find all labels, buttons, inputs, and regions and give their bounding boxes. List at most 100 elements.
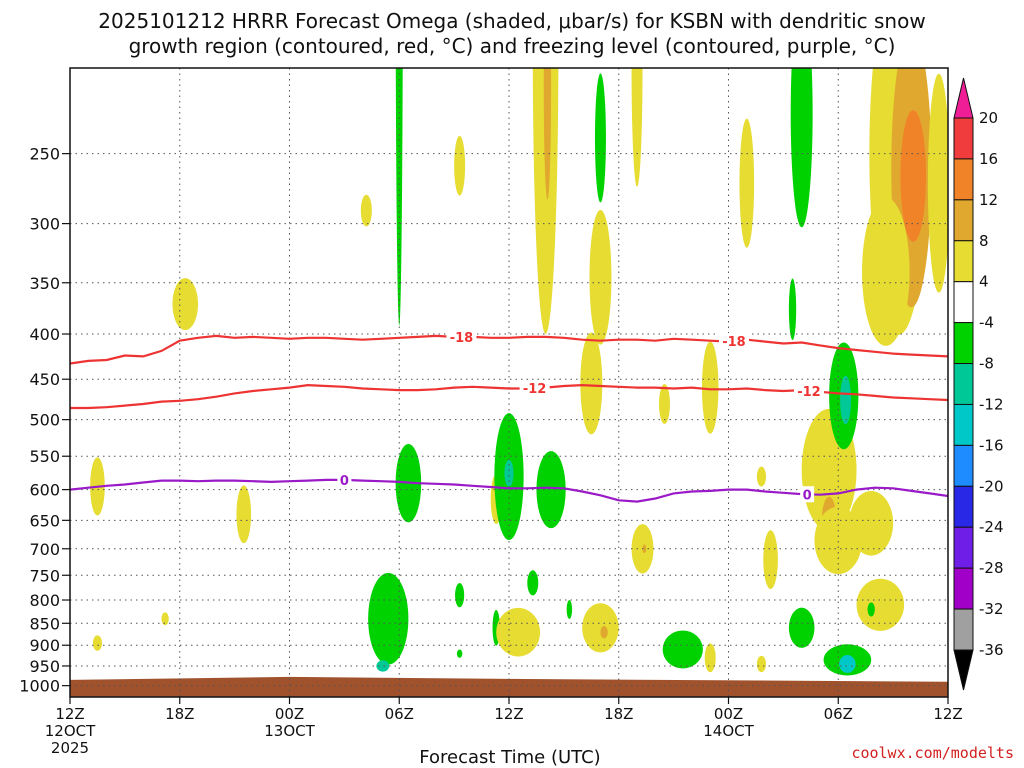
colorbar-label-13: -36 bbox=[979, 641, 1004, 659]
colorbar-label-3: 8 bbox=[979, 232, 989, 250]
contour-label-1-0: -12 bbox=[523, 382, 547, 397]
omega-region-30 bbox=[642, 544, 647, 554]
colorbar-label-0: 20 bbox=[979, 109, 998, 127]
colorbar-label-10: -24 bbox=[979, 518, 1004, 536]
colorbar-band-11 bbox=[953, 567, 974, 610]
omega-region-56 bbox=[927, 73, 948, 293]
chart-title-line-2: growth region (contoured, red, °C) and f… bbox=[129, 34, 896, 58]
contour-label-bg-2-0 bbox=[337, 471, 352, 488]
contour-label-2-0: 0 bbox=[340, 474, 349, 489]
y-tick-label-550: 550 bbox=[29, 447, 60, 466]
colorbar-band-0 bbox=[953, 117, 974, 160]
x-tick-label-0: 12Z bbox=[55, 705, 84, 723]
colorbar-label-4: 4 bbox=[979, 273, 989, 291]
x-tick-label-36: 00Z bbox=[714, 705, 743, 723]
x-tick-label-6: 18Z bbox=[165, 705, 194, 723]
contour-label-0-1: -18 bbox=[722, 335, 746, 350]
x-tick-label-30: 18Z bbox=[604, 705, 633, 723]
x-tick-label-48: 12Z bbox=[933, 705, 962, 723]
y-tick-label-850: 850 bbox=[29, 614, 60, 633]
colorbar-band-9 bbox=[953, 485, 974, 528]
colorbar-label-1: 16 bbox=[979, 150, 998, 168]
omega-region-36 bbox=[756, 466, 766, 487]
omega-region-28 bbox=[631, 68, 643, 187]
omega-region-48 bbox=[839, 655, 856, 673]
omega-region-33 bbox=[701, 341, 719, 434]
contour-label-2-1: 0 bbox=[803, 488, 812, 503]
omega-region-4 bbox=[236, 485, 252, 544]
omega-region-40 bbox=[790, 68, 813, 228]
chart-title-line-1: 2025101212 HRRR Forecast Omega (shaded, … bbox=[98, 9, 925, 33]
contour-label-bg-2-1 bbox=[800, 486, 815, 503]
colorbar-label-8: -16 bbox=[979, 436, 1004, 454]
y-tick-label-1000: 1000 bbox=[19, 677, 60, 696]
omega-region-10 bbox=[454, 135, 466, 196]
omega-region-49 bbox=[849, 490, 894, 556]
ground-terrain bbox=[70, 676, 948, 697]
omega-region-16 bbox=[504, 459, 514, 487]
colorbar-band-8 bbox=[953, 444, 974, 487]
omega-region-24 bbox=[589, 209, 612, 345]
colorbar-label-6: -8 bbox=[979, 355, 994, 373]
colorbar-label-2: 12 bbox=[979, 191, 998, 209]
omega-region-27 bbox=[600, 626, 608, 639]
omega-region-9 bbox=[376, 660, 390, 672]
omega-region-55 bbox=[862, 197, 910, 346]
colorbar-label-9: -20 bbox=[979, 477, 1004, 495]
omega-region-6 bbox=[395, 68, 403, 326]
y-tick-label-350: 350 bbox=[29, 274, 60, 293]
contour-label-bg-1-1 bbox=[793, 382, 824, 399]
y-tick-label-250: 250 bbox=[29, 145, 60, 164]
x-tick-label-18: 06Z bbox=[385, 705, 414, 723]
colorbar-band-10 bbox=[953, 526, 974, 569]
y-tick-label-800: 800 bbox=[29, 591, 60, 610]
x-tick-label-12: 00Z bbox=[275, 705, 304, 723]
omega-region-54 bbox=[900, 110, 927, 242]
omega-region-25 bbox=[594, 73, 606, 203]
grid-lines bbox=[70, 68, 948, 697]
omega-region-37 bbox=[756, 655, 766, 673]
colorbar-label-7: -12 bbox=[979, 395, 1004, 413]
x-tick-year-0: 2025 bbox=[51, 739, 89, 757]
colorbar-band-6 bbox=[953, 363, 974, 405]
x-tick-date-0: 12OCT bbox=[45, 722, 96, 740]
omega-region-46 bbox=[840, 375, 852, 425]
omega-region-34 bbox=[704, 643, 716, 673]
contour-label-1-1: -12 bbox=[797, 385, 821, 400]
x-tick-label-42: 06Z bbox=[824, 705, 853, 723]
contour-line-0 bbox=[70, 334, 948, 365]
colorbar-band-4 bbox=[953, 281, 974, 324]
omega-region-26 bbox=[582, 603, 619, 653]
omega-region-12 bbox=[456, 649, 463, 658]
contour-label-bg-0-1 bbox=[718, 333, 749, 350]
omega-region-38 bbox=[763, 530, 778, 589]
y-tick-label-400: 400 bbox=[29, 325, 60, 344]
omega-region-18 bbox=[527, 570, 539, 596]
omega-shaded-regions bbox=[90, 68, 948, 676]
colorbar-band-12 bbox=[953, 608, 974, 651]
y-tick-label-650: 650 bbox=[29, 511, 60, 530]
colorbar-label-11: -28 bbox=[979, 559, 1004, 577]
colorbar: 20 16 12 8 4 -4 -8 -12 -16 -20 -24 -28 -32 -36 bbox=[953, 77, 1004, 691]
omega-region-41 bbox=[788, 607, 815, 648]
omega-region-32 bbox=[662, 630, 703, 669]
colorbar-band-5 bbox=[953, 322, 974, 365]
omega-region-35 bbox=[739, 118, 755, 248]
colorbar-label-12: -32 bbox=[979, 600, 1004, 618]
colorbar-label-5: -4 bbox=[979, 314, 994, 332]
colorbar-bottom-arrow bbox=[953, 649, 974, 691]
colorbar-band-7 bbox=[953, 403, 974, 446]
y-tick-label-950: 950 bbox=[29, 657, 60, 676]
credit-text: coolwx.com/modelts bbox=[851, 744, 1014, 762]
colorbar-top-arrow bbox=[953, 77, 974, 119]
omega-region-39 bbox=[788, 278, 797, 341]
omega-region-3 bbox=[172, 278, 199, 331]
y-tick-label-700: 700 bbox=[29, 540, 60, 559]
omega-region-31 bbox=[658, 383, 670, 424]
omega-region-21 bbox=[536, 451, 566, 529]
x-tick-date-36: 14OCT bbox=[703, 722, 754, 740]
omega-region-17 bbox=[496, 607, 541, 657]
y-tick-label-900: 900 bbox=[29, 636, 60, 655]
y-tick-label-750: 750 bbox=[29, 566, 60, 585]
